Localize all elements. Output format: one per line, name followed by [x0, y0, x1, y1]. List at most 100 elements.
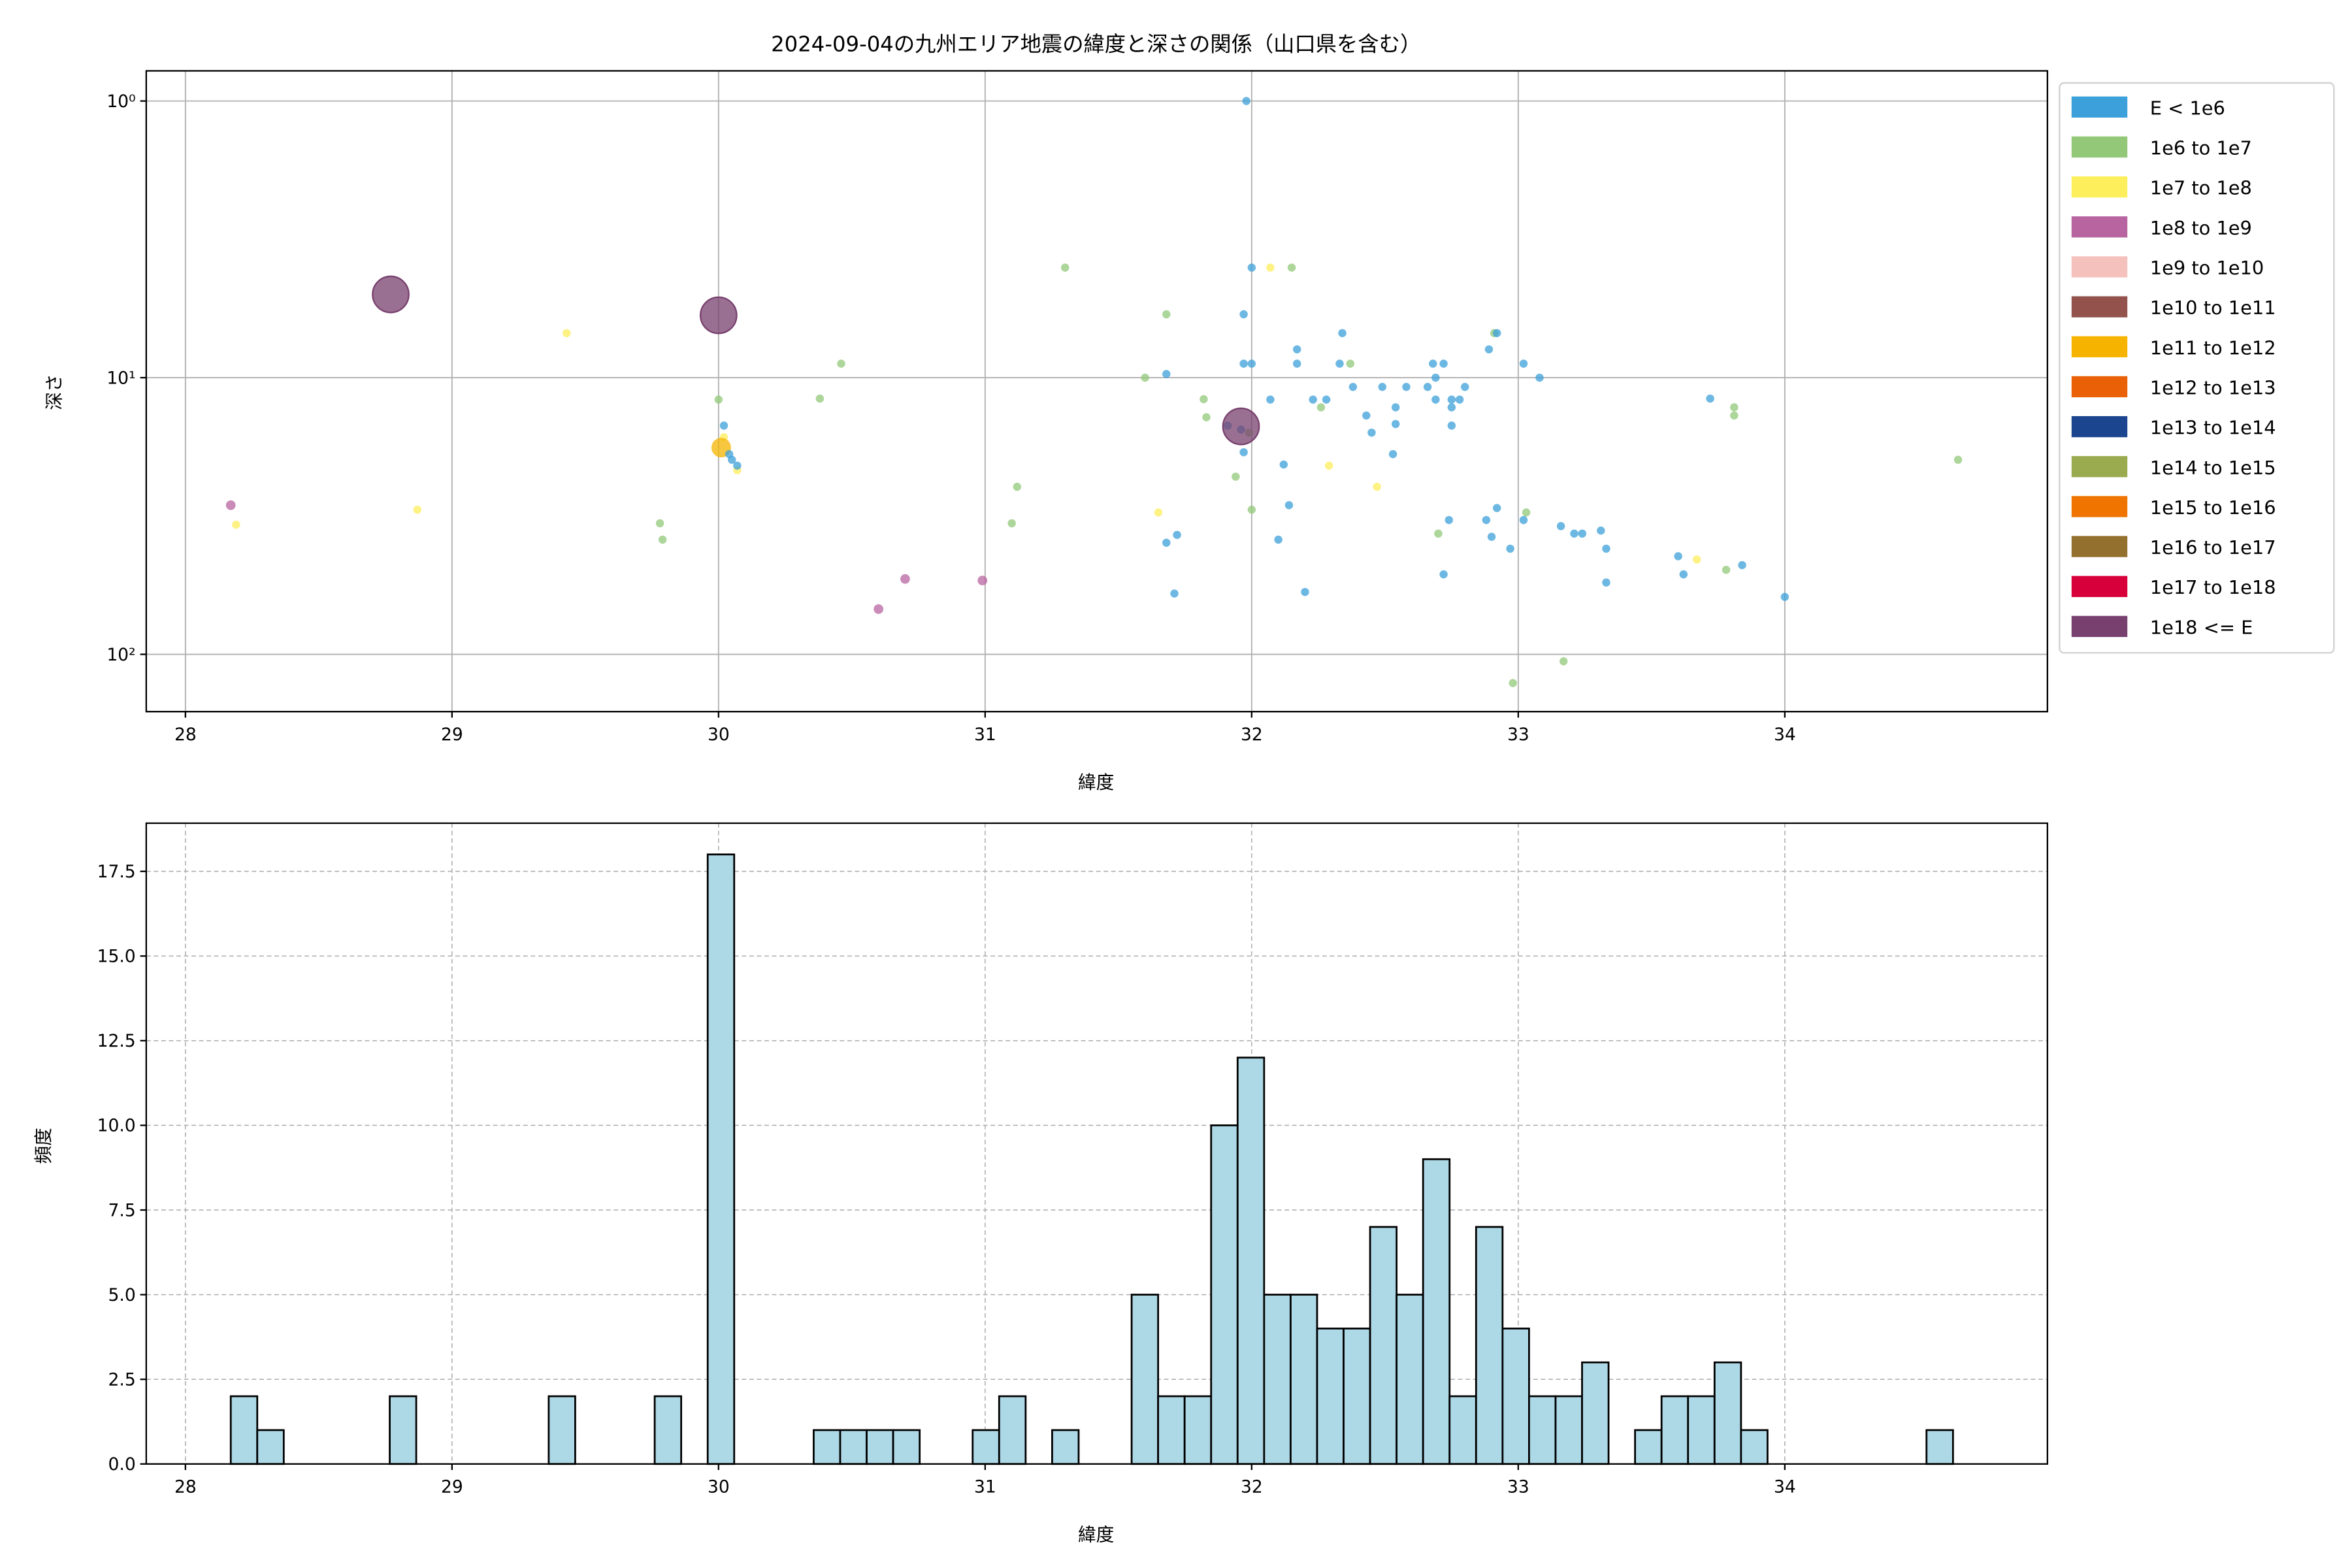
y-tick-label: 2.5	[108, 1369, 136, 1390]
scatter-point	[1780, 593, 1789, 601]
scatter-point	[1141, 373, 1149, 382]
scatter-point	[1247, 359, 1256, 368]
legend-swatch	[2071, 376, 2128, 398]
scatter-point	[1367, 428, 1376, 437]
histogram-bar	[229, 1395, 259, 1465]
y-tick-label: 10⁰	[106, 91, 135, 112]
legend-label: 1e16 to 1e17	[2150, 536, 2276, 559]
scatter-point	[1247, 505, 1256, 514]
x-tick-label: 34	[1774, 1477, 1796, 1497]
scatter-point	[372, 275, 410, 314]
scatter-point	[1388, 449, 1397, 459]
legend-label: 1e18 <= E	[2150, 616, 2253, 638]
scatter-point	[1482, 515, 1491, 525]
scatter-point	[714, 395, 723, 404]
legend-swatch	[2071, 336, 2128, 357]
scatter-point	[563, 329, 571, 338]
scatter-point	[1447, 421, 1456, 430]
scatter-ylabel: 深さ	[43, 374, 65, 410]
scatter-point	[1439, 359, 1448, 368]
legend-swatch	[2071, 496, 2128, 517]
scatter-point	[1597, 526, 1605, 535]
y-tick-label: 15.0	[97, 947, 136, 967]
histogram-xlabel: 緯度	[1078, 1524, 1114, 1545]
x-tick-label: 34	[1774, 725, 1796, 745]
scatter-point	[413, 505, 422, 514]
scatter-point	[1445, 515, 1453, 525]
scatter-point	[1173, 531, 1181, 539]
legend-label: 1e13 to 1e14	[2150, 417, 2276, 439]
histogram-bar	[1183, 1395, 1213, 1465]
scatter-xlabel: 緯度	[1078, 772, 1114, 793]
scatter-point	[1242, 97, 1250, 105]
scatter-point	[1232, 472, 1240, 481]
scatter-point	[1162, 370, 1171, 378]
scatter-point	[1316, 403, 1326, 412]
x-tick-label: 29	[441, 725, 463, 745]
scatter-point	[1519, 359, 1528, 368]
scatter-point	[1492, 329, 1501, 338]
histogram-bar	[1290, 1294, 1318, 1465]
histogram-bar	[813, 1429, 841, 1465]
histogram-bar	[998, 1395, 1027, 1465]
histogram-axes: 28 29 30 31 32 33 34 0.0 2.5 5.0 7.5 10.0 12.5 15.0 17…	[97, 822, 2048, 1497]
scatter-point	[900, 574, 910, 584]
histogram-bar	[1554, 1395, 1583, 1465]
scatter-point	[1391, 419, 1400, 429]
x-tick-label: 30	[708, 1477, 730, 1497]
legend-swatch	[2071, 536, 2128, 557]
plot-area	[146, 823, 2048, 1464]
legend-label: E < 1e6	[2150, 97, 2225, 119]
scatter-point	[1730, 411, 1739, 420]
histogram-bar	[1713, 1361, 1742, 1465]
scatter-point	[1061, 263, 1070, 272]
scatter-point	[1506, 544, 1514, 553]
y-tick-label: 7.5	[108, 1200, 136, 1220]
histogram-bar	[839, 1429, 868, 1465]
scatter-point	[1202, 413, 1211, 421]
legend-swatch	[2071, 96, 2128, 118]
legend-swatch	[2071, 296, 2128, 318]
scatter-point	[1154, 508, 1163, 517]
scatter-point	[1284, 501, 1294, 510]
histogram-bar	[866, 1429, 894, 1465]
scatter-point	[1602, 578, 1610, 587]
legend-label: 1e6 to 1e7	[2150, 137, 2252, 159]
scatter-point	[1509, 679, 1517, 687]
scatter-point	[1402, 382, 1411, 391]
scatter-point	[1484, 345, 1494, 353]
scatter-point	[1391, 403, 1400, 412]
scatter-point	[1730, 403, 1739, 412]
legend-frame	[2059, 82, 2335, 654]
scatter-axes: 28 29 30 31 32 33 34 10⁰ 10¹ 10²	[106, 70, 2048, 745]
histogram-bar	[1236, 1056, 1266, 1465]
scatter-point	[232, 520, 240, 529]
scatter-point	[1455, 395, 1464, 404]
legend-label: 1e9 to 1e10	[2150, 257, 2264, 279]
scatter-point	[1348, 382, 1358, 391]
scatter-point	[1578, 529, 1586, 538]
legend-swatch	[2071, 456, 2128, 478]
scatter-point	[1266, 395, 1275, 404]
y-tick-label: 10.0	[97, 1116, 136, 1136]
scatter-point	[725, 449, 734, 459]
histogram-bar	[389, 1395, 417, 1465]
legend-label: 1e10 to 1e11	[2150, 297, 2276, 319]
x-tick-label: 28	[174, 1477, 197, 1497]
plot-area	[146, 71, 2048, 712]
scatter-point	[1431, 395, 1440, 404]
histogram-bar	[972, 1429, 1000, 1465]
y-tick-label: 12.5	[97, 1031, 136, 1051]
legend-swatch	[2071, 615, 2128, 637]
histogram-bar	[1210, 1124, 1239, 1465]
histogram-bar	[1448, 1395, 1477, 1465]
scatter-point	[1492, 504, 1501, 512]
scatter-point	[1346, 359, 1355, 368]
y-tick-label: 0.0	[108, 1454, 136, 1475]
scatter-point	[1535, 373, 1544, 382]
scatter-point	[1431, 373, 1440, 382]
axes-frame	[145, 70, 2048, 713]
scatter-point	[1162, 538, 1171, 547]
y-tick-label: 5.0	[108, 1285, 136, 1305]
